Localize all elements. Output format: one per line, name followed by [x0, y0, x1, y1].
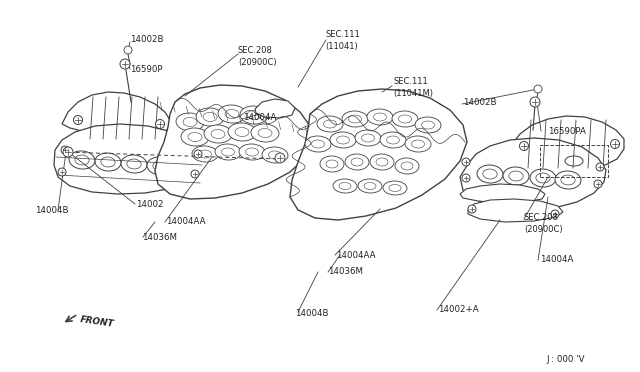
Text: SEC.208: SEC.208 — [524, 212, 559, 221]
Text: (20900C): (20900C) — [524, 224, 563, 234]
Text: SEC.111: SEC.111 — [325, 29, 360, 38]
Polygon shape — [54, 124, 203, 194]
Ellipse shape — [200, 152, 220, 162]
Polygon shape — [468, 199, 563, 222]
Ellipse shape — [415, 117, 441, 133]
Circle shape — [596, 163, 604, 171]
Polygon shape — [290, 89, 467, 220]
Polygon shape — [460, 184, 545, 203]
Ellipse shape — [228, 123, 256, 141]
Text: SEC.208: SEC.208 — [238, 45, 273, 55]
Text: 16590P: 16590P — [130, 64, 163, 74]
Polygon shape — [62, 92, 170, 141]
Circle shape — [194, 150, 202, 158]
Circle shape — [61, 146, 69, 154]
Ellipse shape — [392, 111, 418, 127]
Polygon shape — [255, 99, 295, 118]
Circle shape — [156, 119, 164, 128]
Ellipse shape — [503, 167, 529, 185]
Ellipse shape — [565, 156, 583, 166]
Ellipse shape — [370, 154, 394, 170]
Ellipse shape — [181, 128, 209, 146]
Ellipse shape — [358, 179, 382, 193]
Ellipse shape — [383, 181, 407, 195]
Ellipse shape — [320, 156, 344, 172]
Text: (20900C): (20900C) — [238, 58, 276, 67]
Ellipse shape — [530, 169, 556, 187]
Ellipse shape — [251, 124, 279, 142]
Ellipse shape — [204, 125, 232, 143]
Text: (11041): (11041) — [325, 42, 358, 51]
Ellipse shape — [95, 153, 121, 171]
Circle shape — [520, 141, 529, 151]
Ellipse shape — [317, 116, 343, 132]
Ellipse shape — [405, 136, 431, 152]
Text: (11041M): (11041M) — [393, 89, 433, 97]
Circle shape — [468, 205, 476, 213]
Ellipse shape — [367, 109, 393, 125]
Ellipse shape — [395, 158, 419, 174]
Circle shape — [275, 153, 285, 163]
Bar — [540, 145, 608, 177]
Ellipse shape — [215, 144, 241, 160]
Text: J : 000 'V: J : 000 'V — [546, 356, 584, 365]
Circle shape — [58, 168, 66, 176]
Text: 16590PA: 16590PA — [548, 126, 586, 135]
Text: FRONT: FRONT — [80, 315, 115, 329]
Ellipse shape — [380, 132, 406, 148]
Polygon shape — [511, 116, 624, 171]
Ellipse shape — [330, 132, 356, 148]
Ellipse shape — [147, 157, 173, 175]
Ellipse shape — [218, 105, 246, 123]
Ellipse shape — [240, 106, 268, 124]
Ellipse shape — [355, 130, 381, 146]
Polygon shape — [460, 138, 606, 210]
Circle shape — [191, 170, 199, 178]
Text: 14036M: 14036M — [328, 267, 363, 276]
Text: 14004B: 14004B — [35, 205, 68, 215]
Text: 14002+A: 14002+A — [438, 305, 479, 314]
Text: 14002: 14002 — [136, 199, 163, 208]
Ellipse shape — [196, 108, 224, 126]
Ellipse shape — [176, 113, 204, 131]
Circle shape — [63, 147, 73, 157]
Text: 14004A: 14004A — [243, 112, 276, 122]
Circle shape — [611, 140, 620, 148]
Circle shape — [530, 97, 540, 107]
Ellipse shape — [239, 144, 265, 160]
Text: 14036M: 14036M — [142, 232, 177, 241]
Ellipse shape — [305, 136, 331, 152]
Text: 14004AA: 14004AA — [166, 217, 205, 225]
Ellipse shape — [121, 155, 147, 173]
Ellipse shape — [69, 151, 95, 169]
Ellipse shape — [477, 165, 503, 183]
Polygon shape — [195, 150, 225, 159]
Text: 14002B: 14002B — [130, 35, 163, 44]
Circle shape — [124, 46, 132, 54]
Circle shape — [462, 158, 470, 166]
Circle shape — [594, 180, 602, 188]
Ellipse shape — [342, 111, 368, 127]
Ellipse shape — [192, 146, 218, 162]
Text: 14004A: 14004A — [540, 256, 573, 264]
Polygon shape — [155, 85, 312, 199]
Circle shape — [551, 210, 559, 218]
Text: SEC.111: SEC.111 — [393, 77, 428, 86]
Text: 14002B: 14002B — [463, 97, 497, 106]
Text: 14004AA: 14004AA — [336, 250, 376, 260]
Circle shape — [74, 115, 83, 125]
Ellipse shape — [333, 179, 357, 193]
Circle shape — [534, 85, 542, 93]
Circle shape — [462, 174, 470, 182]
Circle shape — [120, 59, 130, 69]
Ellipse shape — [555, 171, 581, 189]
Text: 14004B: 14004B — [295, 310, 328, 318]
Ellipse shape — [345, 154, 369, 170]
Ellipse shape — [262, 147, 288, 163]
